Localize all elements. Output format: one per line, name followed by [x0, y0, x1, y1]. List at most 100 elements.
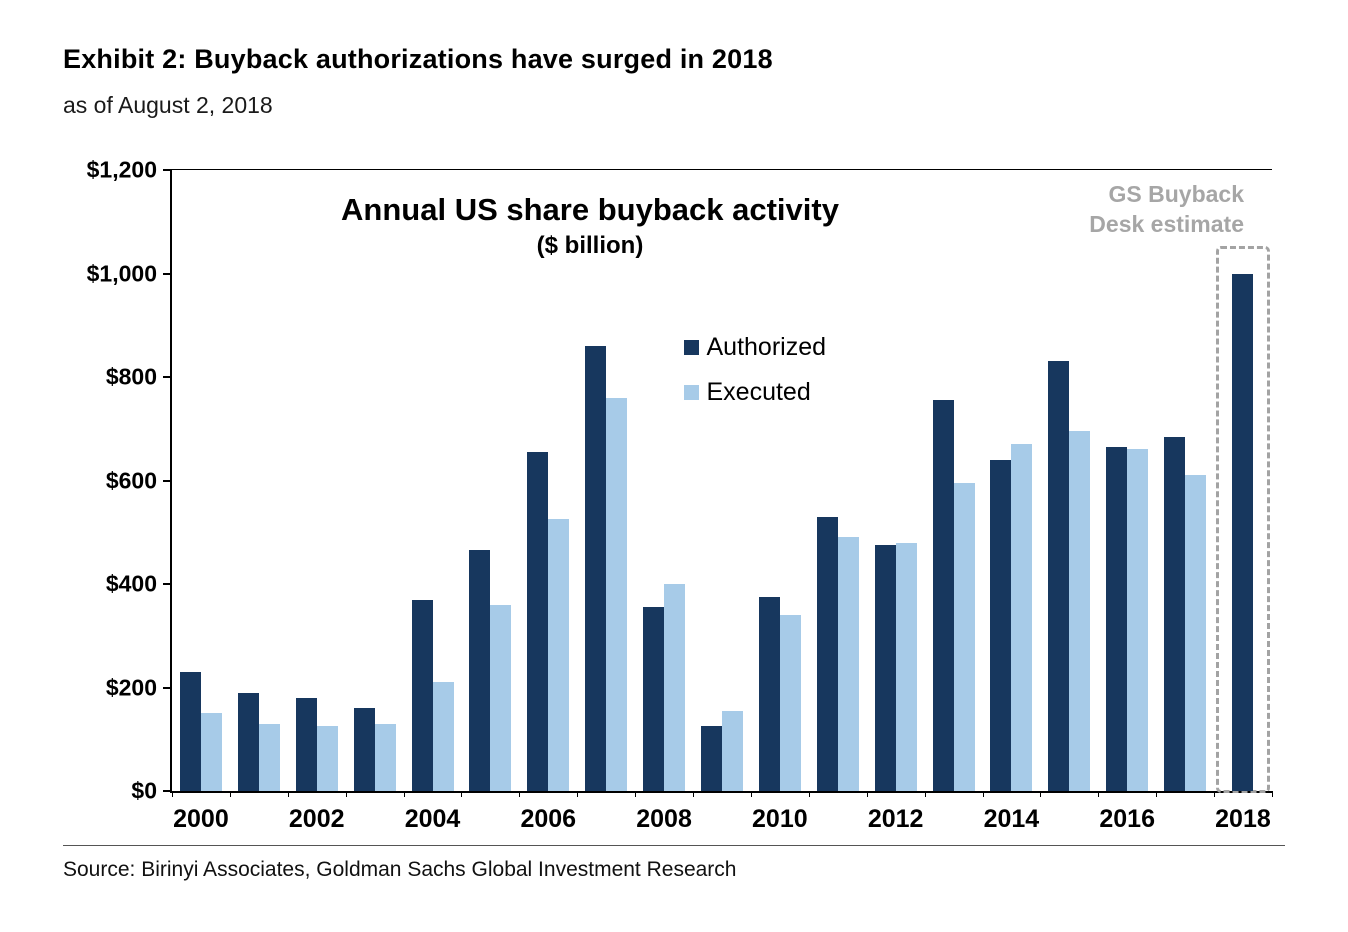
x-tick-mark-16	[1098, 791, 1100, 797]
x-tick-mark-4	[403, 791, 405, 797]
x-tick-label-2001	[230, 805, 288, 834]
x-tick-mark-17	[1156, 791, 1158, 797]
x-tick-label-2002: 2002	[288, 805, 345, 833]
exhibit-title: Exhibit 2: Buyback authorizations have s…	[63, 44, 773, 74]
x-tick-label-2008: 2008	[636, 805, 692, 833]
legend-swatch-executed	[683, 385, 699, 400]
legend-item-authorized: Authorized	[683, 333, 827, 362]
bar-authorized-2005	[469, 550, 491, 791]
x-tick-mark-9	[693, 791, 695, 797]
x-tick-label-2006: 2006	[520, 805, 577, 833]
bar-group-2000	[172, 170, 230, 791]
x-tick-mark-2	[287, 791, 289, 797]
bar-group-2011	[809, 170, 867, 791]
x-tick-mark-end	[1272, 791, 1273, 797]
bar-authorized-2009	[700, 726, 722, 791]
bar-group-2003	[346, 170, 404, 791]
bar-executed-2000	[200, 713, 222, 791]
bar-group-2018	[1214, 170, 1272, 793]
x-axis-labels: 2000 2002 2004 2006 2008 2010 2012 2014 2016 2018	[172, 805, 1272, 834]
x-tick-mark-0	[172, 791, 173, 797]
x-tick-label-2003	[346, 805, 404, 834]
x-tick-label-2004: 2004	[404, 805, 461, 833]
chart-subtitle: ($ billion)	[536, 231, 644, 259]
bar-group-2004	[404, 170, 462, 791]
bar-group-2009	[693, 170, 751, 791]
bar-authorized-2003	[353, 708, 375, 791]
x-tick-label-2011	[809, 805, 867, 834]
legend-label-authorized: Authorized	[706, 333, 827, 361]
bar-executed-2006	[548, 519, 570, 791]
bar-group-2013	[925, 170, 983, 791]
y-tick-label-1200: $1,200	[86, 156, 157, 183]
bar-group-2014	[982, 170, 1040, 791]
x-tick-mark-12	[866, 791, 868, 797]
source-divider	[63, 845, 1285, 846]
bar-group-2016	[1098, 170, 1156, 791]
x-tick-mark-8	[635, 791, 637, 797]
bar-group-2017	[1156, 170, 1214, 791]
bar-group-2015	[1040, 170, 1098, 791]
bar-executed-2017	[1185, 475, 1207, 791]
source-text: Source: Birinyi Associates, Goldman Sach…	[63, 858, 737, 881]
y-tick-label-200: $200	[105, 674, 157, 700]
bar-authorized-2014	[990, 459, 1012, 791]
y-tick-label-0: $0	[131, 777, 157, 804]
bar-authorized-2006	[527, 452, 549, 791]
y-tick-label-1000: $1,000	[86, 260, 157, 286]
x-tick-label-2007	[577, 805, 635, 834]
x-tick-label-2010: 2010	[752, 805, 808, 833]
bar-authorized-2015	[1048, 361, 1070, 791]
x-tick-mark-11	[808, 791, 810, 797]
x-tick-mark-13	[924, 791, 926, 797]
bar-executed-2002	[316, 726, 338, 791]
bar-group-2012	[867, 170, 925, 791]
bar-executed-2009	[721, 710, 743, 791]
bar-executed-2008	[664, 584, 686, 791]
x-tick-mark-7	[577, 791, 579, 797]
bar-executed-2001	[258, 723, 280, 791]
bar-executed-2003	[374, 723, 396, 791]
x-tick-mark-5	[461, 791, 463, 797]
bar-group-2006	[519, 170, 577, 791]
y-tick-mark-600	[163, 479, 172, 482]
chart-title: Annual US share buyback activity	[341, 192, 839, 227]
annotation-line-2: Desk estimate	[1089, 210, 1244, 237]
bar-authorized-2017	[1164, 436, 1186, 791]
bar-executed-2005	[490, 604, 512, 791]
as-of-date: as of August 2, 2018	[63, 92, 273, 118]
bar-authorized-2004	[411, 599, 433, 791]
bar-group-2001	[230, 170, 288, 791]
x-tick-mark-6	[519, 791, 521, 797]
x-tick-label-2013	[925, 805, 983, 834]
bar-executed-2014	[1011, 444, 1033, 791]
x-tick-label-2012: 2012	[867, 805, 924, 833]
x-tick-mark-15	[1040, 791, 1042, 797]
bar-authorized-2012	[874, 545, 896, 791]
x-tick-label-2009	[693, 805, 751, 834]
bar-executed-2012	[895, 542, 917, 791]
bar-group-2005	[461, 170, 519, 791]
y-tick-mark-400	[163, 583, 172, 585]
bar-authorized-2008	[643, 607, 665, 791]
x-tick-label-2015	[1040, 805, 1098, 834]
bar-executed-2015	[1069, 431, 1091, 791]
bar-authorized-2016	[1106, 446, 1128, 791]
bar-authorized-2001	[237, 692, 259, 791]
legend: Authorized Executed	[683, 333, 827, 407]
x-tick-mark-3	[345, 791, 347, 797]
estimate-dashed-box	[1215, 245, 1270, 793]
bar-authorized-2002	[295, 697, 317, 791]
bar-authorized-2011	[816, 516, 838, 791]
bar-executed-2013	[953, 483, 975, 791]
bars-container	[172, 170, 1272, 793]
x-tick-mark-18	[1214, 791, 1216, 797]
legend-swatch-authorized	[683, 340, 699, 355]
x-tick-mark-14	[982, 791, 984, 797]
bar-executed-2011	[837, 537, 859, 791]
plot-area: Annual US share buyback activity ($ bill…	[87, 158, 1273, 833]
bar-group-2010	[751, 170, 809, 791]
chart-title-block: Annual US share buyback activity ($ bill…	[260, 192, 920, 260]
y-tick-mark-1200	[163, 169, 172, 171]
